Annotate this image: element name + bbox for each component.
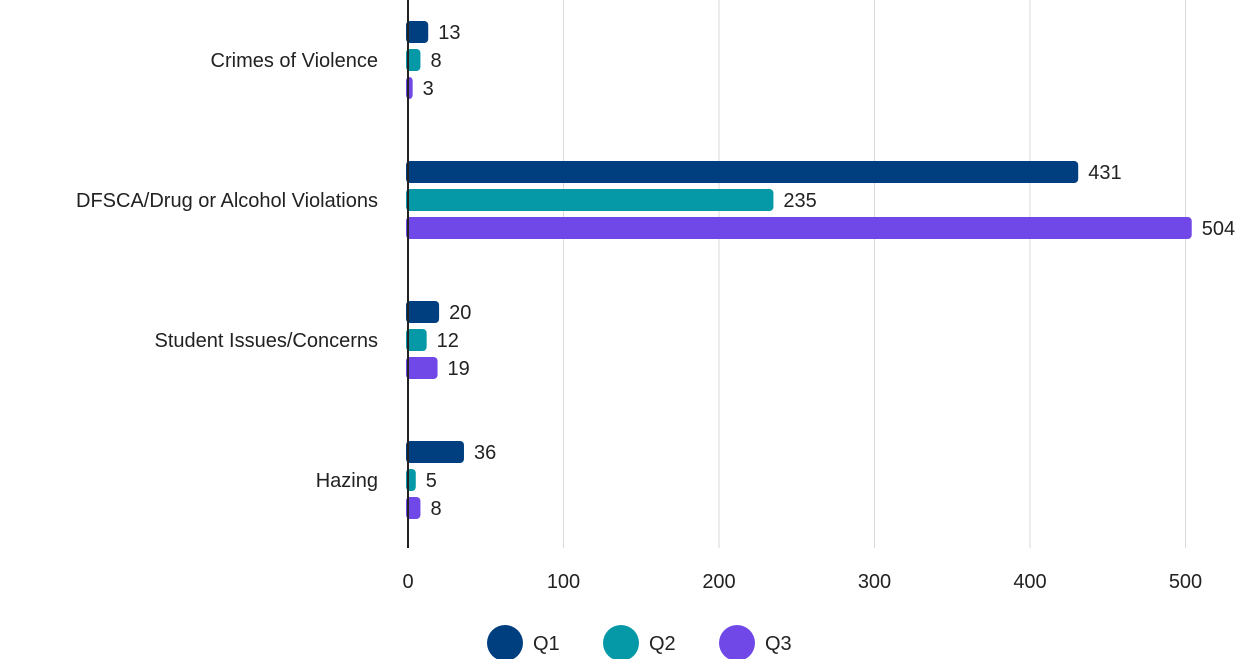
- bars: [406, 21, 1192, 519]
- bar-q3-student-issues-concerns: [406, 357, 438, 379]
- legend-marker-q3: [719, 625, 755, 659]
- labels: 0 100 200 300 400 500 Crimes of Violence 13 8 3 DF…: [76, 22, 1235, 593]
- category-label-hazing: Hazing: [316, 470, 378, 492]
- category-label-crimes-of-violence: Crimes of Violence: [211, 50, 378, 72]
- bar-q2-crimes-of-violence: [406, 49, 421, 71]
- category-label-student-issues-concerns: Student Issues/Concerns: [155, 330, 378, 352]
- data-label-q3-hazing: 8: [430, 498, 441, 520]
- legend-marker-q2: [603, 625, 639, 659]
- data-label-q3-student-issues-concerns: 19: [448, 358, 470, 380]
- bar-q2-student-issues-concerns: [406, 329, 427, 351]
- x-tick-label-0: 0: [402, 571, 413, 593]
- data-label-q2-hazing: 5: [426, 470, 437, 492]
- category-label-dfsca-drug-or-alcohol-violations: DFSCA/Drug or Alcohol Violations: [76, 190, 378, 212]
- bar-q3-crimes-of-violence: [406, 77, 413, 99]
- bar-q1-student-issues-concerns: [406, 301, 440, 323]
- legend: Q1 Q2 Q3: [487, 625, 792, 659]
- data-label-q3-crimes-of-violence: 3: [423, 78, 434, 100]
- data-label-q1-dfsca-drug-or-alcohol-violations: 431: [1088, 162, 1121, 184]
- bar-q1-crimes-of-violence: [406, 21, 429, 43]
- x-tick-label-100: 100: [547, 571, 580, 593]
- legend-label-q1: Q1: [533, 633, 560, 655]
- legend-label-q3: Q3: [765, 633, 792, 655]
- bar-q3-dfsca-drug-or-alcohol-violations: [406, 217, 1192, 239]
- bar-q1-hazing: [406, 441, 464, 463]
- grid-lines: [563, 0, 1186, 548]
- x-tick-label-200: 200: [702, 571, 735, 593]
- x-tick-label-300: 300: [858, 571, 891, 593]
- data-label-q2-dfsca-drug-or-alcohol-violations: 235: [783, 190, 816, 212]
- data-label-q1-hazing: 36: [474, 442, 496, 464]
- data-label-q1-student-issues-concerns: 20: [449, 302, 471, 324]
- bar-q3-hazing: [406, 497, 421, 519]
- legend-marker-q1: [487, 625, 523, 659]
- bar-q1-dfsca-drug-or-alcohol-violations: [406, 161, 1079, 183]
- legend-label-q2: Q2: [649, 633, 676, 655]
- data-label-q2-crimes-of-violence: 8: [430, 50, 441, 72]
- data-label-q3-dfsca-drug-or-alcohol-violations: 504: [1202, 218, 1235, 240]
- data-label-q2-student-issues-concerns: 12: [437, 330, 459, 352]
- x-tick-label-500: 500: [1169, 571, 1202, 593]
- bar-q2-dfsca-drug-or-alcohol-violations: [406, 189, 774, 211]
- data-label-q1-crimes-of-violence: 13: [438, 22, 460, 44]
- x-tick-label-400: 400: [1013, 571, 1046, 593]
